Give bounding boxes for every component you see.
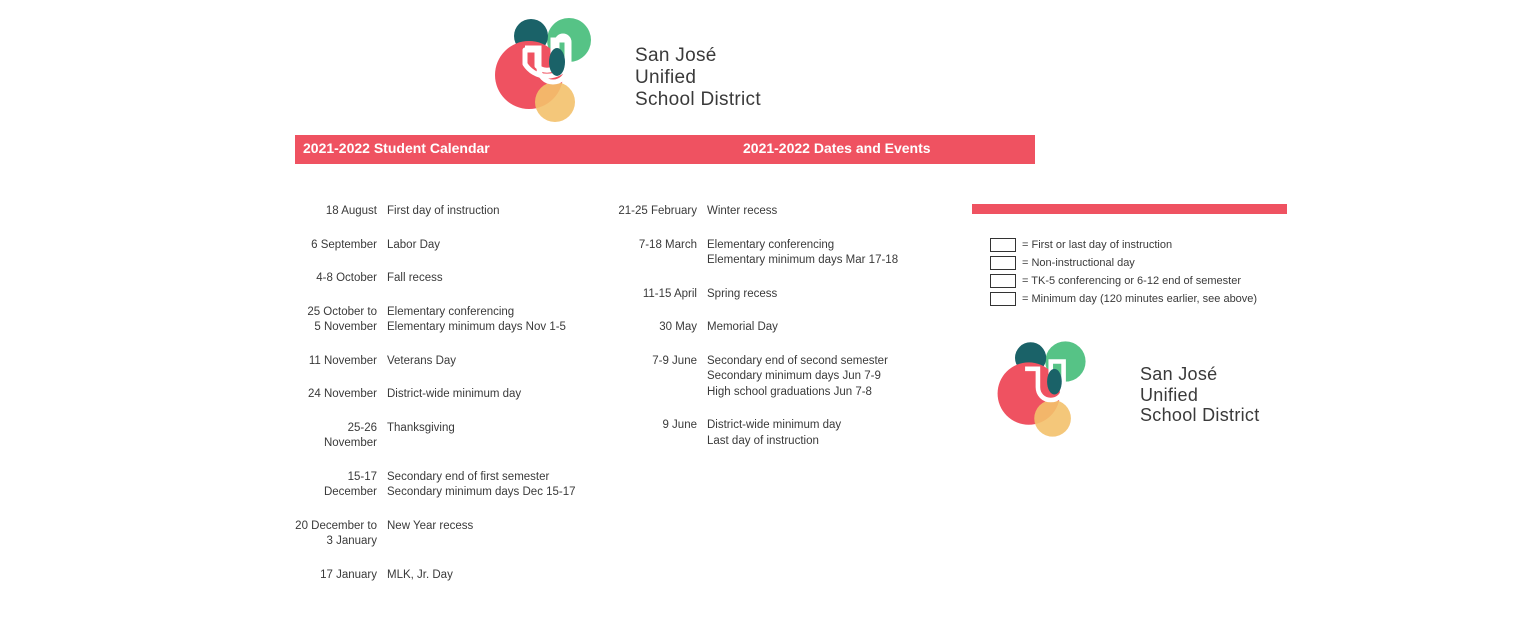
event-desc: District-wide minimum day bbox=[387, 387, 605, 403]
legend-row: = TK-5 conferencing or 6-12 end of semes… bbox=[972, 272, 1292, 290]
org-name: San José Unified School District bbox=[635, 45, 761, 111]
event-date: 25 October to5 November bbox=[295, 305, 387, 336]
event-row: 9 JuneDistrict-wide minimum dayLast day … bbox=[615, 418, 925, 449]
legend-rows: = First or last day of instruction= Non-… bbox=[972, 236, 1292, 308]
legend-area: = First or last day of instruction= Non-… bbox=[972, 204, 1292, 308]
event-date: 4-8 October bbox=[295, 271, 387, 287]
event-desc: Veterans Day bbox=[387, 354, 605, 370]
event-date: 20 December to3 January bbox=[295, 519, 387, 550]
event-date: 7-18 March bbox=[615, 238, 707, 269]
event-date: 7-9 June bbox=[615, 354, 707, 401]
legend-swatch bbox=[990, 238, 1016, 252]
event-row: 7-9 JuneSecondary end of second semester… bbox=[615, 354, 925, 401]
event-date: 24 November bbox=[295, 387, 387, 403]
event-desc: Thanksgiving bbox=[387, 421, 605, 452]
legend-accent-bar bbox=[972, 204, 1287, 214]
title-left: 2021-2022 Student Calendar bbox=[303, 140, 490, 156]
event-desc: New Year recess bbox=[387, 519, 605, 550]
org-line2-footer: Unified bbox=[1140, 385, 1260, 406]
header-logo-block: San José Unified School District bbox=[295, 0, 1295, 135]
org-line2: Unified bbox=[635, 67, 761, 89]
event-desc: Winter recess bbox=[707, 204, 925, 220]
event-row: 15-17 DecemberSecondary end of first sem… bbox=[295, 470, 605, 501]
legend-swatch bbox=[990, 256, 1016, 270]
legend-label: = First or last day of instruction bbox=[1022, 236, 1172, 254]
event-desc: Fall recess bbox=[387, 271, 605, 287]
event-desc: MLK, Jr. Day bbox=[387, 568, 605, 584]
event-row: 24 NovemberDistrict-wide minimum day bbox=[295, 387, 605, 403]
event-desc: Elementary conferencingElementary minimu… bbox=[707, 238, 925, 269]
event-row: 18 AugustFirst day of instruction bbox=[295, 204, 605, 220]
legend-label: = Minimum day (120 minutes earlier, see … bbox=[1022, 290, 1257, 308]
event-row: 30 MayMemorial Day bbox=[615, 320, 925, 336]
org-line3: School District bbox=[635, 89, 761, 111]
event-date: 11-15 April bbox=[615, 287, 707, 303]
event-desc: Spring recess bbox=[707, 287, 925, 303]
legend-row: = Minimum day (120 minutes earlier, see … bbox=[972, 290, 1292, 308]
event-desc: Secondary end of first semesterSecondary… bbox=[387, 470, 605, 501]
sjusd-logo bbox=[485, 10, 615, 130]
org-line1-footer: San José bbox=[1140, 364, 1260, 385]
org-line3-footer: School District bbox=[1140, 405, 1260, 426]
event-date: 25-26 November bbox=[295, 421, 387, 452]
event-desc: Elementary conferencingElementary minimu… bbox=[387, 305, 605, 336]
event-row: 7-18 MarchElementary conferencingElement… bbox=[615, 238, 925, 269]
event-row: 21-25 FebruaryWinter recess bbox=[615, 204, 925, 220]
event-desc: Labor Day bbox=[387, 238, 605, 254]
title-bar: 2021-2022 Student Calendar 2021-2022 Dat… bbox=[295, 135, 1035, 164]
event-date: 17 January bbox=[295, 568, 387, 584]
event-row: 6 SeptemberLabor Day bbox=[295, 238, 605, 254]
event-desc: District-wide minimum dayLast day of ins… bbox=[707, 418, 925, 449]
event-date: 15-17 December bbox=[295, 470, 387, 501]
event-desc: Secondary end of second semesterSecondar… bbox=[707, 354, 925, 401]
sjusd-logo-footer bbox=[988, 334, 1108, 444]
events-column-1: 18 AugustFirst day of instruction 6 Septe… bbox=[295, 204, 605, 601]
event-row: 25 October to5 NovemberElementary confer… bbox=[295, 305, 605, 336]
event-row: 4-8 OctoberFall recess bbox=[295, 271, 605, 287]
legend-swatch bbox=[990, 292, 1016, 306]
event-row: 25-26 NovemberThanksgiving bbox=[295, 421, 605, 452]
legend-row: = Non-instructional day bbox=[972, 254, 1292, 272]
legend-swatch bbox=[990, 274, 1016, 288]
event-date: 9 June bbox=[615, 418, 707, 449]
event-row: 20 December to3 JanuaryNew Year recess bbox=[295, 519, 605, 550]
org-line1: San José bbox=[635, 45, 761, 67]
event-desc: First day of instruction bbox=[387, 204, 605, 220]
title-right: 2021-2022 Dates and Events bbox=[743, 140, 931, 156]
event-row: 11-15 AprilSpring recess bbox=[615, 287, 925, 303]
legend-label: = Non-instructional day bbox=[1022, 254, 1135, 272]
event-date: 11 November bbox=[295, 354, 387, 370]
event-row: 17 JanuaryMLK, Jr. Day bbox=[295, 568, 605, 584]
event-date: 18 August bbox=[295, 204, 387, 220]
event-desc: Memorial Day bbox=[707, 320, 925, 336]
event-row: 11 NovemberVeterans Day bbox=[295, 354, 605, 370]
event-date: 21-25 February bbox=[615, 204, 707, 220]
legend-label: = TK-5 conferencing or 6-12 end of semes… bbox=[1022, 272, 1241, 290]
event-date: 30 May bbox=[615, 320, 707, 336]
legend-row: = First or last day of instruction bbox=[972, 236, 1292, 254]
events-column-2: 21-25 FebruaryWinter recess 7-18 MarchEle… bbox=[615, 204, 925, 467]
org-name-footer: San José Unified School District bbox=[1140, 364, 1260, 426]
event-date: 6 September bbox=[295, 238, 387, 254]
